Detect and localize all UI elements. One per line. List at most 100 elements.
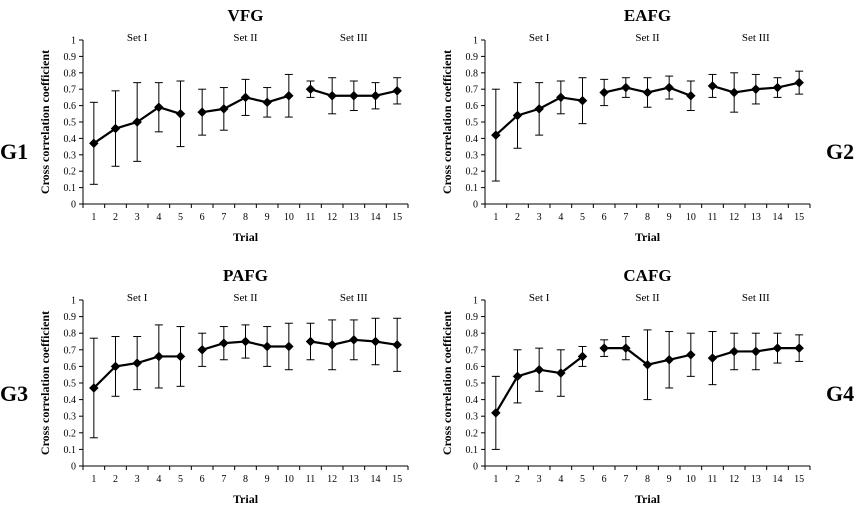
chart-3-series-1-marker (153, 351, 164, 362)
chart-1-xtick-label: 15 (392, 212, 402, 223)
chart-4-ytick-label: 0.7 (466, 345, 479, 356)
chart-1-ytick-label: 0.2 (64, 167, 77, 178)
chart-1-xtick-label: 4 (156, 212, 161, 223)
chart-2-series-3-marker (750, 84, 761, 95)
chart-4-xtick-label: 5 (580, 474, 585, 485)
chart-1-xtick-label: 1 (91, 212, 96, 223)
chart-4-series-3-marker (707, 353, 718, 363)
chart-3-series-3-marker (348, 334, 359, 345)
chart-3-ytick-label: 0.4 (64, 395, 77, 406)
chart-4-ytick-label: 0.5 (466, 379, 479, 390)
chart-4-xtick-label: 12 (729, 474, 739, 485)
chart-4-xtick-label: 2 (515, 474, 520, 485)
group-label-g2: G2 (826, 139, 855, 164)
chart-1-ytick-label: 0 (71, 200, 76, 211)
chart-3-series-3-marker (305, 336, 316, 347)
chart-2-series-3-marker (707, 81, 718, 91)
chart-4-title: CAFG (623, 266, 671, 285)
chart-1-ytick-label: 1 (71, 36, 76, 47)
chart-3-ytick-label: 1 (71, 296, 76, 307)
chart-2-xtick-label: 5 (580, 212, 585, 223)
chart-3-xtick-label: 8 (243, 474, 248, 485)
chart-3-xtick-label: 12 (327, 474, 337, 485)
chart-4-ytick-label: 1 (473, 296, 478, 307)
chart-1-series-2-marker (262, 97, 273, 108)
chart-1-xtick-label: 8 (243, 212, 248, 223)
chart-2-xtick-label: 8 (645, 212, 650, 223)
chart-1-xtick-label: 11 (306, 212, 316, 223)
chart-3-series-2-marker (197, 344, 208, 355)
chart-4-xtick-label: 6 (602, 474, 607, 485)
chart-3-series-1-marker (175, 351, 186, 362)
chart-4-set-label: Set II (635, 292, 659, 304)
chart-1-xlabel: Trial (233, 230, 259, 244)
chart-3-xtick-label: 4 (156, 474, 161, 485)
chart-2-xtick-label: 15 (794, 212, 804, 223)
chart-1-series-1-marker (88, 138, 99, 149)
chart-1-xtick-label: 7 (221, 212, 226, 223)
chart-2-ytick-label: 0.8 (466, 68, 479, 79)
chart-2-series-1-marker (577, 95, 588, 106)
chart-2-series-1-marker (490, 130, 501, 140)
chart-1-series-3-marker (348, 90, 359, 101)
chart-1-series-3-marker (370, 90, 381, 101)
chart-4-xtick-label: 3 (537, 474, 542, 485)
chart-2-title: EAFG (624, 6, 671, 25)
chart-3-ytick-label: 0.9 (64, 312, 77, 323)
chart-3-set-label: Set III (340, 292, 368, 304)
chart-4-series-1-marker (577, 351, 588, 362)
chart-4-set-label: Set III (742, 292, 770, 304)
chart-4-series-2-marker (599, 343, 610, 353)
chart-1-xtick-label: 13 (349, 212, 359, 223)
chart-2-series-2-marker (685, 90, 696, 101)
group-label-g1: G1 (0, 139, 29, 164)
chart-2-xtick-label: 10 (686, 212, 696, 223)
chart-4-xtick-label: 1 (493, 474, 498, 485)
chart-1-ylabel: Cross correlation coefficient (38, 50, 52, 194)
chart-2-ytick-label: 0.3 (466, 150, 479, 161)
chart-1-series-1-marker (153, 102, 164, 113)
chart-4-series-2-marker (620, 343, 631, 353)
chart-2-series-1-marker (555, 92, 566, 103)
chart-2-ytick-label: 0.5 (466, 118, 479, 129)
chart-3-series-2-marker (262, 341, 273, 352)
chart-2-series-2-marker (642, 87, 653, 98)
chart-2-xtick-label: 1 (493, 212, 498, 223)
chart-4-series-2-marker (685, 349, 696, 360)
chart-1-xtick-label: 6 (200, 212, 205, 223)
chart-3-series-2-marker (240, 336, 251, 347)
chart-3-set-label: Set II (233, 292, 257, 304)
chart-2-series-3-marker (772, 82, 783, 93)
chart-4-xtick-label: 4 (558, 474, 563, 485)
chart-3-xtick-label: 1 (91, 474, 96, 485)
chart-2-xtick-label: 4 (558, 212, 563, 223)
chart-1-series-2-marker (197, 107, 208, 118)
chart-3-xtick-label: 5 (178, 474, 183, 485)
chart-2-ytick-label: 0.9 (466, 52, 479, 63)
chart-3-series-3-marker (370, 336, 381, 347)
chart-1-xtick-label: 14 (371, 212, 381, 223)
chart-3-series-2-marker (218, 338, 229, 349)
chart-4-ylabel: Cross correlation coefficient (440, 311, 454, 455)
chart-3-series-1-marker (88, 383, 99, 393)
chart-2-xlabel: Trial (635, 230, 661, 244)
chart-4-ytick-label: 0.2 (466, 428, 479, 439)
chart-3-xtick-label: 14 (371, 474, 381, 485)
chart-2-ytick-label: 0.6 (466, 101, 479, 112)
chart-4-xtick-label: 10 (686, 474, 696, 485)
chart-1-ytick-label: 0.4 (64, 134, 77, 145)
chart-2-series-2-marker (620, 82, 631, 93)
chart-4-xlabel: Trial (635, 492, 661, 506)
chart-3-ytick-label: 0.2 (64, 428, 77, 439)
group-label-g4: G4 (826, 381, 855, 406)
chart-4-ytick-label: 0 (473, 462, 478, 473)
chart-2-xtick-label: 9 (667, 212, 672, 223)
chart-1-set-label: Set III (340, 32, 368, 44)
chart-2-series-2-marker (664, 82, 675, 93)
chart-2-ytick-label: 0.7 (466, 85, 479, 96)
chart-3-title: PAFG (223, 266, 268, 285)
chart-3-ytick-label: 0.8 (64, 329, 77, 340)
chart-3-series-3-marker (327, 339, 338, 350)
chart-1-ytick-label: 0.3 (64, 150, 77, 161)
